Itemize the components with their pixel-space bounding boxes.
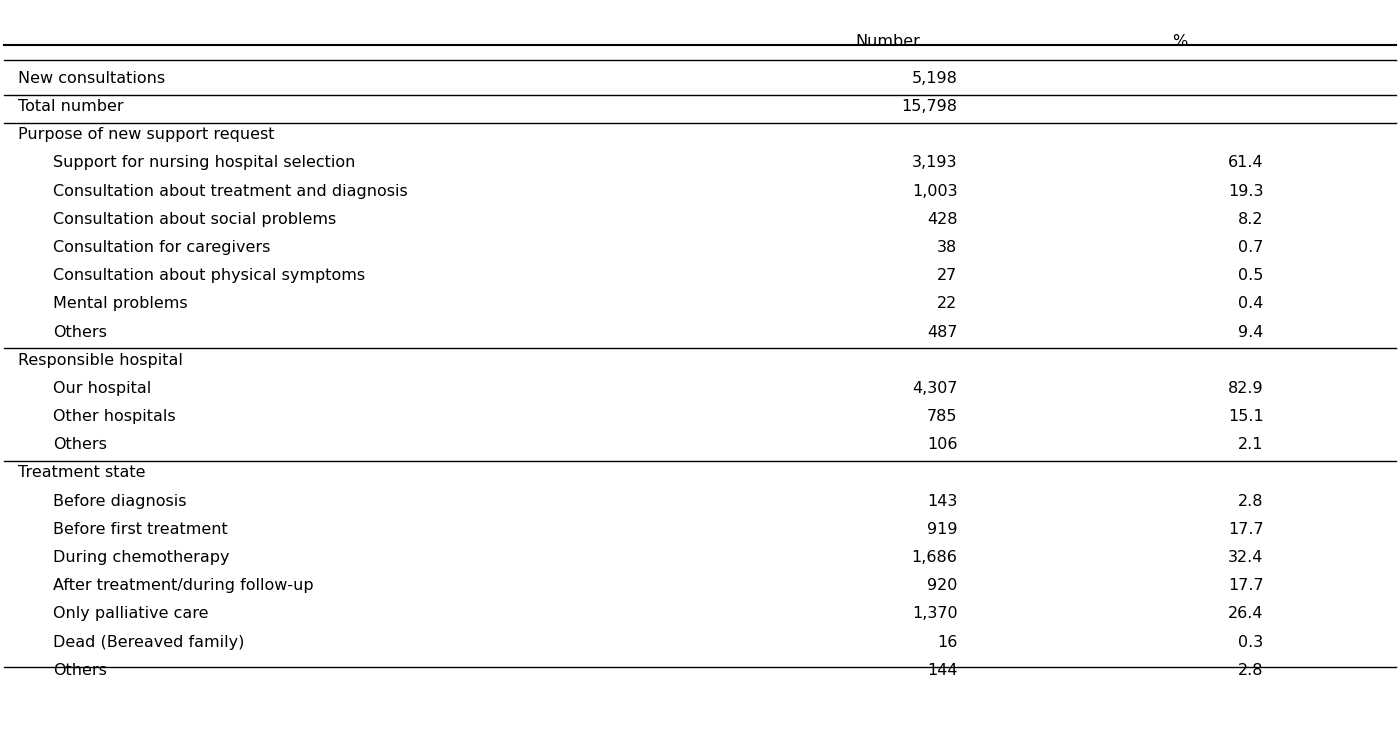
Text: 143: 143 bbox=[927, 494, 958, 508]
Text: 27: 27 bbox=[937, 268, 958, 284]
Text: Only palliative care: Only palliative care bbox=[53, 607, 209, 622]
Text: 22: 22 bbox=[937, 296, 958, 311]
Text: 1,370: 1,370 bbox=[911, 607, 958, 622]
Text: 61.4: 61.4 bbox=[1228, 155, 1264, 170]
Text: 2.1: 2.1 bbox=[1238, 437, 1264, 452]
Text: 17.7: 17.7 bbox=[1228, 578, 1264, 593]
Text: 0.7: 0.7 bbox=[1238, 240, 1264, 255]
Text: Others: Others bbox=[53, 325, 106, 340]
Text: 82.9: 82.9 bbox=[1228, 381, 1264, 396]
Text: 16: 16 bbox=[937, 634, 958, 650]
Text: Before first treatment: Before first treatment bbox=[53, 522, 228, 537]
Text: Consultation about physical symptoms: Consultation about physical symptoms bbox=[53, 268, 365, 284]
Text: After treatment/during follow-up: After treatment/during follow-up bbox=[53, 578, 314, 593]
Text: 15,798: 15,798 bbox=[902, 99, 958, 114]
Text: Before diagnosis: Before diagnosis bbox=[53, 494, 186, 508]
Text: Mental problems: Mental problems bbox=[53, 296, 188, 311]
Text: 144: 144 bbox=[927, 663, 958, 678]
Text: Total number: Total number bbox=[18, 99, 123, 114]
Text: Responsible hospital: Responsible hospital bbox=[18, 352, 183, 368]
Text: 32.4: 32.4 bbox=[1228, 550, 1264, 565]
Text: 2.8: 2.8 bbox=[1238, 663, 1264, 678]
Text: Number: Number bbox=[855, 34, 920, 49]
Text: 5,198: 5,198 bbox=[911, 71, 958, 86]
Text: Other hospitals: Other hospitals bbox=[53, 409, 175, 424]
Text: 0.5: 0.5 bbox=[1238, 268, 1264, 284]
Text: 0.3: 0.3 bbox=[1239, 634, 1264, 650]
Text: %: % bbox=[1173, 34, 1187, 49]
Text: 8.2: 8.2 bbox=[1238, 211, 1264, 226]
Text: Others: Others bbox=[53, 663, 106, 678]
Text: 785: 785 bbox=[927, 409, 958, 424]
Text: 3,193: 3,193 bbox=[911, 155, 958, 170]
Text: 106: 106 bbox=[927, 437, 958, 452]
Text: Purpose of new support request: Purpose of new support request bbox=[18, 128, 274, 142]
Text: 9.4: 9.4 bbox=[1238, 325, 1264, 340]
Text: Consultation for caregivers: Consultation for caregivers bbox=[53, 240, 270, 255]
Text: 17.7: 17.7 bbox=[1228, 522, 1264, 537]
Text: 4,307: 4,307 bbox=[911, 381, 958, 396]
Text: 487: 487 bbox=[927, 325, 958, 340]
Text: 38: 38 bbox=[937, 240, 958, 255]
Text: 1,003: 1,003 bbox=[911, 184, 958, 199]
Text: 428: 428 bbox=[927, 211, 958, 226]
Text: Our hospital: Our hospital bbox=[53, 381, 151, 396]
Text: Treatment state: Treatment state bbox=[18, 466, 146, 481]
Text: During chemotherapy: During chemotherapy bbox=[53, 550, 230, 565]
Text: 1,686: 1,686 bbox=[911, 550, 958, 565]
Text: Others: Others bbox=[53, 437, 106, 452]
Text: 26.4: 26.4 bbox=[1228, 607, 1264, 622]
Text: New consultations: New consultations bbox=[18, 71, 165, 86]
Text: Dead (Bereaved family): Dead (Bereaved family) bbox=[53, 634, 244, 650]
Text: 2.8: 2.8 bbox=[1238, 494, 1264, 508]
Text: 15.1: 15.1 bbox=[1228, 409, 1264, 424]
Text: Support for nursing hospital selection: Support for nursing hospital selection bbox=[53, 155, 356, 170]
Text: 920: 920 bbox=[927, 578, 958, 593]
Text: 19.3: 19.3 bbox=[1228, 184, 1264, 199]
Text: 0.4: 0.4 bbox=[1238, 296, 1264, 311]
Text: Consultation about social problems: Consultation about social problems bbox=[53, 211, 336, 226]
Text: Consultation about treatment and diagnosis: Consultation about treatment and diagnos… bbox=[53, 184, 407, 199]
Text: 919: 919 bbox=[927, 522, 958, 537]
